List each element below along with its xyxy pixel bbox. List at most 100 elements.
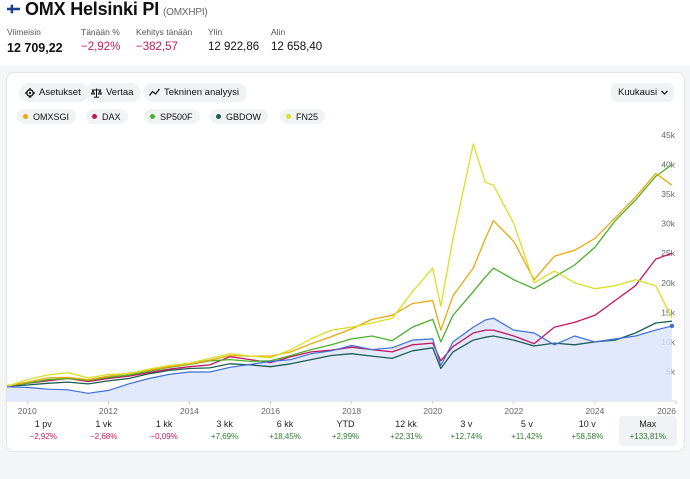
range-button-1-kk[interactable]: 1 kk −0,09% xyxy=(135,416,193,446)
range-button-3-kk[interactable]: 3 kk +7,69% xyxy=(196,416,254,446)
stat-value: −382,57 xyxy=(136,41,178,53)
y-tick-label: 45k xyxy=(661,130,675,140)
range-label: 10 v xyxy=(578,419,596,429)
y-tick-label: 25k xyxy=(661,248,675,258)
legend-label: GBDOW xyxy=(226,111,261,122)
x-tick-label: 2022 xyxy=(504,406,523,415)
settings-label: Asetukset xyxy=(39,87,81,98)
chevron-down-icon xyxy=(661,90,668,95)
series-line-sp500f xyxy=(7,164,673,387)
legend-dot xyxy=(150,114,155,119)
stat-label: Kehitys tänään xyxy=(136,27,193,37)
range-change: +18,45% xyxy=(269,432,301,441)
range-button-ytd[interactable]: YTD +2,99% xyxy=(317,416,375,446)
stat-low: Alin 12 658,40 xyxy=(271,27,322,53)
series-area-omxhpi xyxy=(7,318,672,401)
time-range-bar: 1 pv −2,92% 1 vk −2,68% 1 kk −0,09% 3 kk +7,69%… xyxy=(13,416,678,446)
range-change: +58,58% xyxy=(571,432,604,441)
range-change: +22,31% xyxy=(390,432,422,441)
finland-flag-icon xyxy=(7,4,20,14)
page-title: OMX Helsinki PI (OMXHPI) xyxy=(25,0,208,20)
compare-button[interactable]: Vertaa xyxy=(85,83,142,102)
stat-change-percent: Tänään % −2,92% xyxy=(81,27,120,53)
stat-value: −2,92% xyxy=(81,41,121,53)
legend-label: FN25 xyxy=(296,111,319,122)
stat-value: 12 658,40 xyxy=(271,41,323,53)
legend-chip-dax[interactable]: DAX xyxy=(86,109,128,124)
legend-chip-gbdow[interactable]: GBDOW xyxy=(210,109,268,124)
range-label: 1 vk xyxy=(95,419,112,429)
range-change: +2,99% xyxy=(331,432,360,441)
stat-label: Viimeisin xyxy=(7,27,41,37)
y-tick-label: 40k xyxy=(661,160,675,170)
stat-change-today: Kehitys tänään −382,57 xyxy=(136,27,192,53)
stat-label: Alin xyxy=(271,27,286,37)
period-select-value: Kuukausi xyxy=(618,87,658,98)
range-change: −2,68% xyxy=(89,432,118,441)
legend-chip-fn25[interactable]: FN25 xyxy=(280,109,326,124)
range-label: 12 kk xyxy=(395,419,417,429)
legend-chip-sp500f[interactable]: SP500F xyxy=(144,109,200,124)
price-chart[interactable]: 45k40k35k30k25k20k15k10k5k20102012201420… xyxy=(7,129,684,415)
range-label: Max xyxy=(639,419,657,429)
range-button-1-pv[interactable]: 1 pv −2,92% xyxy=(14,416,72,446)
series-line-fn25 xyxy=(7,143,673,387)
series-line-omxhpi xyxy=(7,317,673,394)
range-label: 5 v xyxy=(520,419,533,429)
stat-high: Ylin 12 922,86 xyxy=(208,27,259,53)
x-tick-label: 2010 xyxy=(18,406,37,415)
chart-card: Asetukset Vertaa Tekninen analyysi Kuuka… xyxy=(6,72,685,452)
quote-header: OMX Helsinki PI (OMXHPI) Viimeisin 12 709… xyxy=(0,0,690,66)
y-tick-label: 30k xyxy=(661,219,675,229)
legend-label: OMXSGI xyxy=(33,111,70,122)
x-tick-label: 2020 xyxy=(423,406,442,415)
range-label: 1 pv xyxy=(34,419,52,429)
range-button-max[interactable]: Max +133,81% xyxy=(618,416,677,446)
range-button-12-kk[interactable]: 12 kk +22,31% xyxy=(377,416,435,446)
range-label: YTD xyxy=(336,419,355,429)
stat-value: 12 709,22 xyxy=(7,41,63,55)
range-button-5-v[interactable]: 5 v +11,42% xyxy=(498,416,556,446)
legend-chip-omxsgi[interactable]: OMXSGI xyxy=(17,109,77,124)
range-button-3-v[interactable]: 3 v +12,74% xyxy=(437,416,495,446)
x-tick-label: 2024 xyxy=(585,406,604,415)
range-button-1-vk[interactable]: 1 vk −2,68% xyxy=(75,416,133,446)
range-label: 3 kk xyxy=(216,419,233,429)
range-button-6-kk[interactable]: 6 kk +18,45% xyxy=(256,416,314,446)
stat-value: 12 922,86 xyxy=(208,41,260,53)
range-change: −2,92% xyxy=(29,432,57,441)
x-tick-label: 2018 xyxy=(342,406,361,415)
range-change: +11,42% xyxy=(511,432,543,441)
index-ticker: (OMXHPI) xyxy=(163,7,208,18)
technical-analysis-button[interactable]: Tekninen analyysi xyxy=(143,83,247,102)
index-name: OMX Helsinki PI xyxy=(25,0,160,19)
range-change: −0,09% xyxy=(150,432,178,441)
x-tick-label: 2026 xyxy=(657,406,676,415)
x-tick-label: 2016 xyxy=(261,406,280,415)
gear-icon xyxy=(25,87,35,98)
y-tick-label: 20k xyxy=(661,278,675,288)
scale-icon xyxy=(91,88,102,98)
legend-label: SP500F xyxy=(160,111,193,122)
period-select[interactable]: Kuukausi xyxy=(611,83,674,102)
range-change: +7,69% xyxy=(210,432,239,441)
y-tick-label: 35k xyxy=(661,189,675,199)
legend-dot xyxy=(216,114,221,119)
last-value-marker xyxy=(669,323,675,329)
stat-label: Ylin xyxy=(208,27,223,37)
compare-label: Vertaa xyxy=(106,87,134,98)
legend-label: DAX xyxy=(102,111,121,122)
range-change: +133,81% xyxy=(629,432,666,441)
range-label: 1 kk xyxy=(155,419,173,429)
stat-label: Tänään % xyxy=(81,27,120,37)
series-line-dax xyxy=(7,252,673,387)
range-change: +12,74% xyxy=(450,432,483,441)
settings-button[interactable]: Asetukset xyxy=(19,83,89,102)
x-tick-label: 2014 xyxy=(180,406,199,415)
technical-analysis-label: Tekninen analyysi xyxy=(164,87,239,98)
range-button-10-v[interactable]: 10 v +58,58% xyxy=(558,416,616,446)
legend-dot xyxy=(23,114,28,119)
legend-dot xyxy=(92,114,97,119)
stat-latest: Viimeisin 12 709,22 xyxy=(7,27,63,55)
range-label: 6 kk xyxy=(276,419,294,429)
